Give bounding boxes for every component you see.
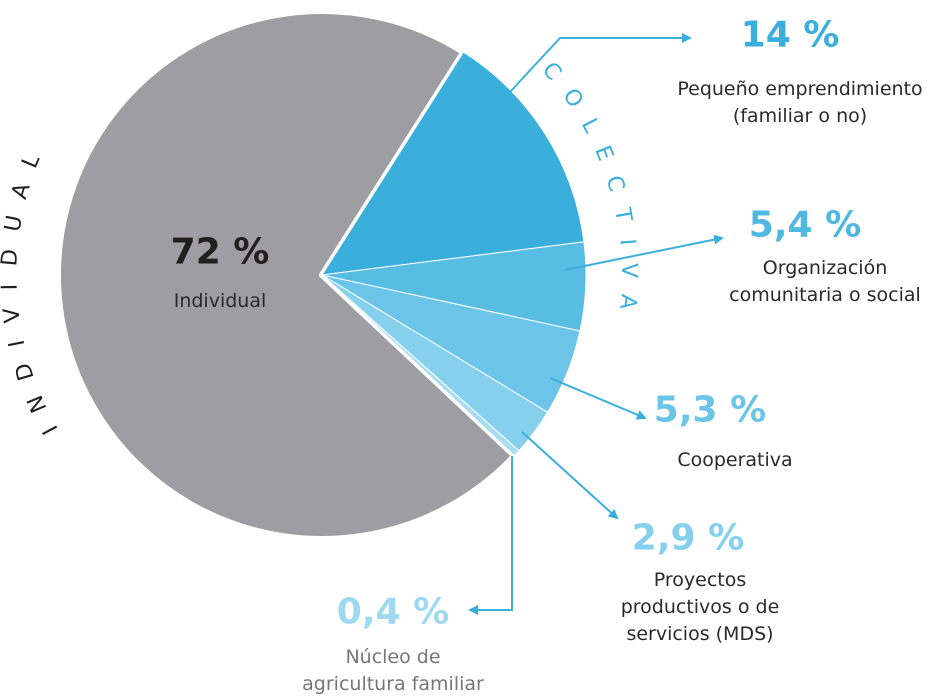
leader-line: [549, 377, 647, 420]
category-label: Núcleo de agricultura familiar: [302, 646, 484, 695]
value-label: 5,4 %: [748, 204, 862, 246]
value-label: 2,9 %: [631, 517, 745, 559]
leader-line: [509, 33, 692, 93]
group-label: INDIVIDUAL: [0, 135, 64, 438]
pie-slice: [321, 51, 585, 276]
category-label: Proyectos productivos o de servicios (MD…: [620, 569, 780, 645]
value-label: 5,3 %: [653, 389, 767, 431]
pie-slice: [321, 274, 520, 457]
leader-line: [468, 456, 513, 615]
value-label: 0,4 %: [336, 591, 450, 633]
group-label-text: INDIVIDUAL: [0, 135, 47, 438]
pie-slice: [55, 8, 518, 542]
leader-line: [564, 234, 724, 271]
category-label: Organización comunitaria o social: [729, 257, 921, 306]
value-label: 72 %: [170, 231, 270, 273]
pie: [55, 8, 587, 542]
category-label: Pequeño emprendimiento (familiar o no): [677, 78, 923, 127]
leader-line: [521, 431, 619, 520]
category-label: Cooperativa: [677, 449, 793, 471]
leader-lines: [468, 33, 724, 615]
value-label: 14 %: [740, 14, 840, 56]
category-label: Individual: [173, 290, 267, 312]
